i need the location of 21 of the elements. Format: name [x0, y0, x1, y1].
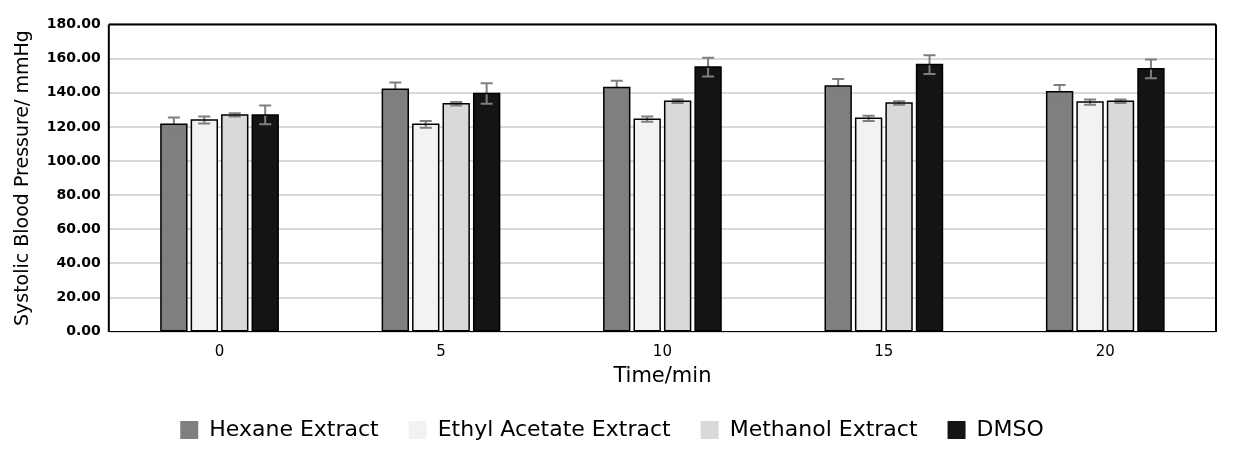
y-tick-label: 100.00 [46, 151, 102, 168]
y-tick-label: 80.00 [56, 185, 102, 202]
x-tick-label: 20 [1095, 341, 1115, 360]
y-tick-label: 60.00 [56, 219, 102, 236]
x-axis-title: Time/min [612, 362, 712, 387]
y-tick-label: 140.00 [46, 83, 102, 100]
x-tick-label: 10 [652, 341, 672, 360]
y-axis-title: Systolic Blood Pressure/ mmHg [10, 30, 33, 327]
legend-label: Methanol Extract [729, 415, 918, 441]
y-tick-label: 160.00 [46, 49, 102, 66]
x-tick-label: 5 [436, 341, 446, 360]
y-tick-label: 40.00 [56, 254, 102, 271]
y-tick-label: 20.00 [56, 288, 102, 305]
legend-label: Ethyl Acetate Extract [437, 415, 672, 441]
y-tick-label: 120.00 [46, 117, 102, 134]
legend-label: Hexane Extract [209, 415, 380, 441]
y-tick-label: 180.00 [46, 15, 102, 32]
x-tick-label: 0 [214, 341, 225, 360]
x-tick-label: 15 [874, 341, 894, 360]
y-tick-label: 0.00 [66, 322, 102, 339]
legend-label: DMSO [976, 415, 1044, 441]
